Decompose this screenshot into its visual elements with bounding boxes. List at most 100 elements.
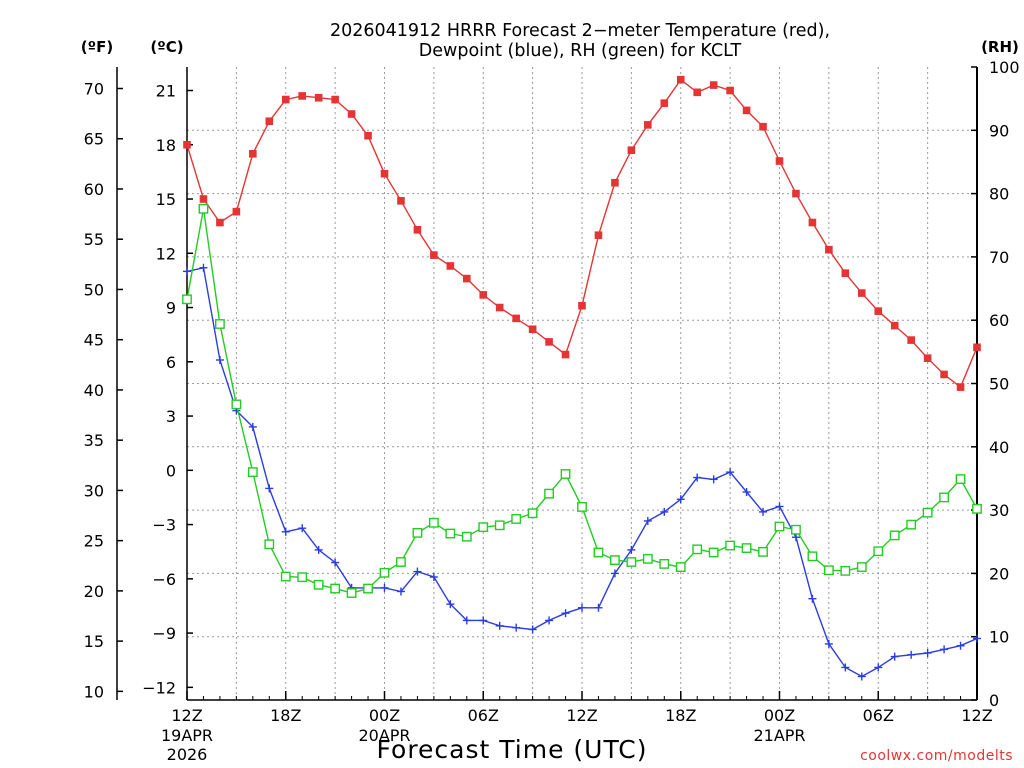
- rh-point: [445, 528, 456, 539]
- rh-tick-label: 20: [989, 564, 1009, 583]
- rh-point: [939, 492, 949, 503]
- rh-tick-label: 40: [989, 438, 1009, 457]
- dewpoint-point: [676, 495, 685, 504]
- temperature-point: [890, 321, 899, 330]
- rh-point: [527, 508, 538, 519]
- dewpoint-point: [857, 672, 866, 681]
- temperature-point: [956, 383, 965, 391]
- celsius-tick-label: −9: [152, 624, 176, 643]
- fahrenheit-units-label: (ºF): [81, 38, 113, 56]
- fahrenheit-tick-label: 70: [84, 80, 104, 99]
- rh-tick-label: 10: [989, 628, 1009, 647]
- rh-point: [626, 557, 637, 567]
- x-tick-label: 06Z: [468, 706, 499, 725]
- dewpoint-point: [610, 569, 619, 578]
- temperature-point: [923, 354, 932, 362]
- rh-point: [379, 567, 390, 578]
- rh-point: [494, 520, 505, 531]
- dewpoint-point: [726, 468, 735, 477]
- rh-tick-label: 100: [989, 58, 1020, 77]
- series-layer: [182, 75, 982, 681]
- temperature-point: [940, 370, 948, 379]
- temperature-point: [726, 86, 734, 95]
- temperature-point: [347, 110, 356, 118]
- fahrenheit-tick-label: 20: [84, 582, 104, 601]
- rh-point: [182, 294, 192, 305]
- temperature-point: [265, 117, 274, 126]
- dewpoint-point: [874, 663, 883, 672]
- rh-point: [955, 474, 966, 484]
- dewpoint-point: [512, 623, 521, 632]
- temperature-point: [232, 207, 241, 216]
- temperature-point: [545, 338, 553, 346]
- x-tick-label: 18Z: [665, 706, 696, 725]
- dewpoint-point: [808, 594, 817, 603]
- dewpoint-point: [956, 641, 965, 650]
- fahrenheit-tick-label: 30: [84, 481, 104, 500]
- dewpoint-point: [561, 609, 570, 618]
- dewpoint-point: [890, 652, 899, 661]
- temperature-point: [676, 75, 685, 84]
- temperature-point: [364, 131, 372, 140]
- x-tick-date-label: 21APR: [753, 726, 805, 745]
- rh-point: [313, 579, 324, 590]
- rh-point: [675, 562, 686, 572]
- temperature-point: [841, 269, 850, 277]
- rh-point: [330, 583, 341, 594]
- chart-title-line2: Dewpoint (blue), RH (green) for KCLT: [419, 41, 742, 61]
- temperature-point: [397, 197, 405, 205]
- temperature-point: [512, 314, 520, 323]
- dewpoint-point: [643, 516, 652, 525]
- temperature-point: [742, 106, 751, 115]
- temperature-point: [825, 245, 833, 254]
- fahrenheit-tick-label: 55: [84, 230, 104, 249]
- fahrenheit-tick-label: 35: [84, 431, 104, 450]
- temperature-point: [430, 251, 438, 259]
- dewpoint-point: [578, 603, 586, 612]
- rh-line: [186, 208, 978, 594]
- dewpoint-point: [462, 616, 471, 625]
- axes: 10 15 20 25 30 35 40 45 50 55 60 65 70 −12 −9 −6 −3 0 3 6 9 1…: [84, 58, 1020, 764]
- temperature-point: [759, 122, 767, 131]
- temperature-point: [413, 225, 422, 234]
- dewpoint-point: [594, 603, 603, 612]
- dewpoint-point: [248, 422, 257, 431]
- temperature-point: [281, 95, 290, 104]
- celsius-tick-label: 0: [166, 461, 176, 480]
- x-tick-label: 18Z: [270, 706, 301, 725]
- temperature-point: [644, 121, 652, 129]
- rh-tick-label: 70: [989, 248, 1009, 267]
- series-rh: [182, 203, 982, 598]
- rh-point: [264, 539, 275, 550]
- rh-point: [412, 527, 423, 538]
- rh-point: [906, 519, 917, 530]
- temperature-point: [249, 150, 257, 158]
- dewpoint-point: [627, 545, 636, 554]
- temperature-point: [183, 140, 191, 149]
- temperature-point: [660, 99, 669, 107]
- temperature-point: [495, 303, 504, 312]
- fahrenheit-tick-label: 10: [84, 682, 104, 701]
- rh-point: [823, 565, 834, 576]
- rh-point: [659, 559, 670, 569]
- rh-units-label: (RH): [981, 38, 1019, 56]
- x-tick-date-label: 19APR: [161, 726, 213, 745]
- temperature-point: [446, 262, 455, 270]
- x-tick-year-label: 2026: [167, 745, 208, 764]
- temperature-point: [973, 343, 981, 352]
- dewpoint-point: [545, 616, 554, 625]
- temperature-point: [479, 291, 488, 299]
- rh-point: [889, 530, 900, 541]
- temperature-point: [594, 231, 603, 239]
- fahrenheit-tick-label: 45: [84, 331, 104, 350]
- rh-point: [560, 469, 571, 479]
- rh-point: [856, 562, 867, 572]
- fahrenheit-tick-label: 50: [84, 280, 104, 299]
- temperature-point: [907, 336, 915, 344]
- temperature-point: [627, 146, 636, 154]
- temperature-point: [528, 325, 537, 334]
- celsius-tick-label: 6: [166, 353, 176, 372]
- dewpoint-point: [907, 650, 916, 659]
- celsius-tick-label: 21: [156, 82, 176, 101]
- x-tick-label: 06Z: [863, 706, 894, 725]
